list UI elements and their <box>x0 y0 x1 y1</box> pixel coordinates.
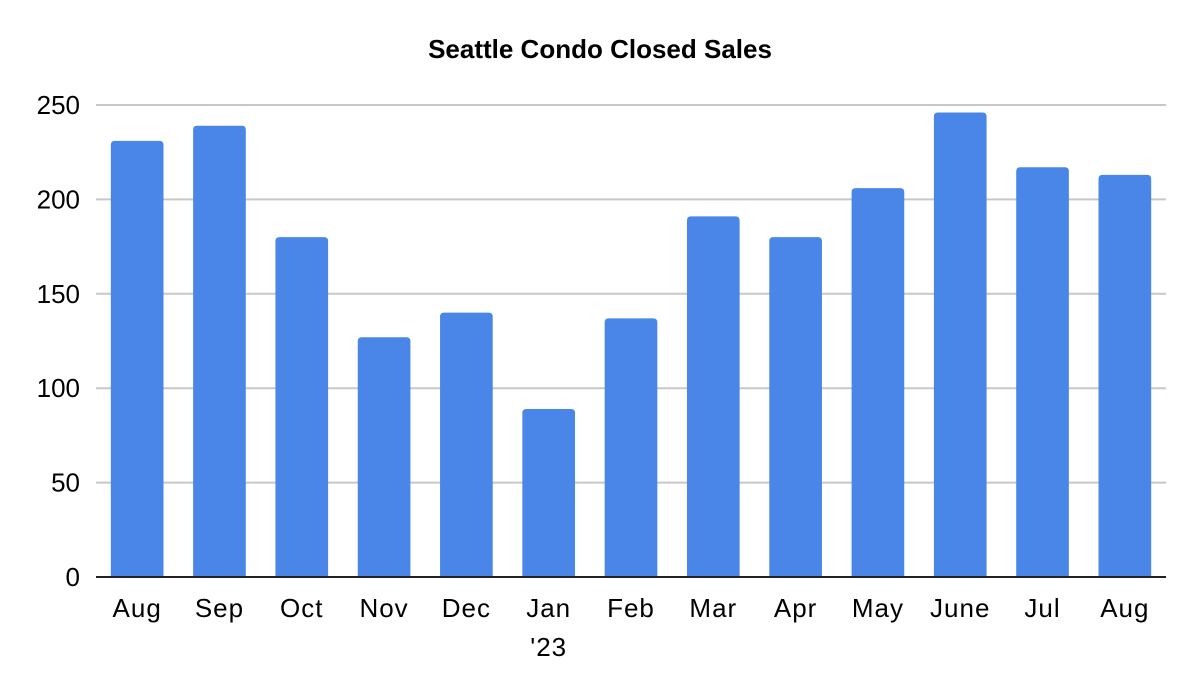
bar-aug-12 <box>1098 174 1152 577</box>
bar-sep-1 <box>193 125 246 577</box>
x-tick-label: Dec <box>442 593 491 623</box>
x-tick-label: Apr <box>774 593 817 623</box>
x-tick-label: Aug <box>113 593 162 623</box>
x-tick-label: Jul <box>1024 593 1060 623</box>
bar-jul-11 <box>1016 167 1069 577</box>
y-tick-label: 250 <box>37 90 80 120</box>
gridlines <box>96 104 1166 484</box>
x-tick-label: Feb <box>607 593 655 623</box>
x-tick-label: Aug <box>1100 593 1149 623</box>
bar-june-10 <box>933 112 987 577</box>
x-tick-label: Jan <box>526 593 571 623</box>
y-axis-ticks: 0 50 100 150 200 250 <box>37 90 80 592</box>
bar-apr-8 <box>769 237 822 577</box>
bar-aug-0 <box>110 140 164 577</box>
bars <box>110 112 1152 577</box>
y-tick-label: 0 <box>66 562 80 592</box>
x-tick-label: Nov <box>359 593 408 623</box>
y-tick-label: 200 <box>37 184 80 214</box>
chart-title: Seattle Condo Closed Sales <box>428 34 772 64</box>
x-tick-label: Oct <box>280 593 323 623</box>
x-tick-sublabel: '23 <box>530 632 567 662</box>
y-tick-label: 100 <box>37 373 80 403</box>
bar-nov-3 <box>357 337 411 577</box>
bar-mar-7 <box>686 216 740 577</box>
x-tick-label: Mar <box>689 593 737 623</box>
bar-oct-2 <box>275 237 329 577</box>
x-tick-label: Sep <box>195 593 244 623</box>
x-axis-ticks: Aug Sep Oct Nov Dec Jan '23 Feb Mar Apr May June Jul… <box>113 593 1149 662</box>
bar-feb-6 <box>604 318 658 577</box>
bar-jan-5 <box>522 408 576 577</box>
y-tick-label: 150 <box>37 279 80 309</box>
bar-dec-4 <box>440 312 493 577</box>
bar-may-9 <box>851 188 905 577</box>
x-tick-label: June <box>930 593 990 623</box>
x-tick-label: May <box>852 593 904 623</box>
y-tick-label: 50 <box>51 468 80 498</box>
